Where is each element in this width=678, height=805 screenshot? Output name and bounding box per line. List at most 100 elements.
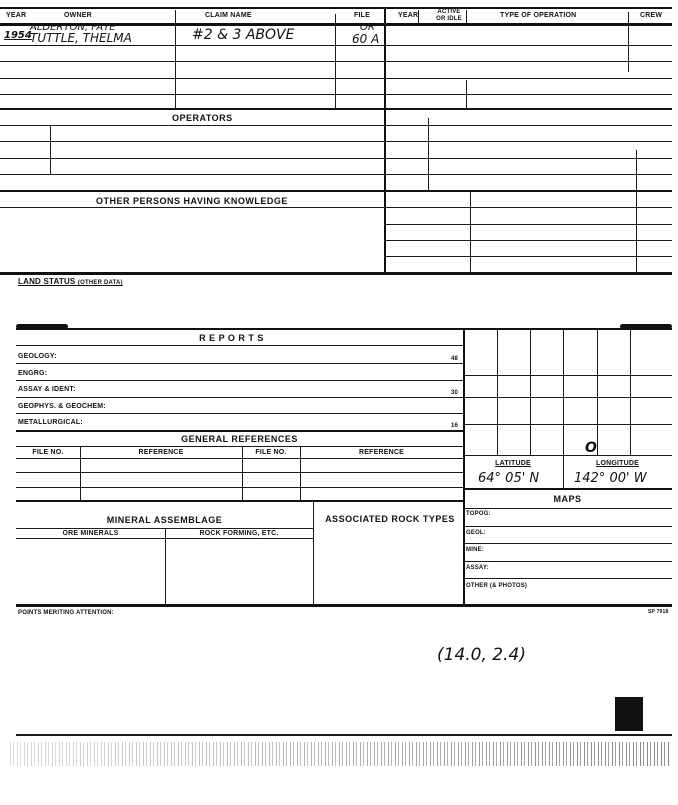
points-meriting-attention: POINTS MERITING ATTENTION:: [18, 610, 114, 616]
rule: [16, 500, 463, 502]
mineral-assemblage-title: MINERAL ASSEMBLAGE: [106, 515, 223, 525]
rule: [428, 118, 429, 190]
rule: [0, 141, 672, 142]
rule: [530, 330, 531, 455]
rule: [384, 8, 386, 273]
scan-mark: [620, 324, 672, 329]
latitude-value: 64° 05' N: [478, 471, 540, 486]
rule: [497, 330, 498, 455]
col-year-2: YEAR: [398, 12, 419, 19]
rule: [463, 508, 672, 509]
rule: [0, 272, 672, 275]
entry-owner-2: TUTTLE, THELMA: [30, 31, 132, 45]
longitude-value: 142° 00' W: [574, 471, 647, 486]
col-rock-forming: ROCK FORMING, ETC.: [199, 530, 279, 537]
rule: [0, 125, 672, 126]
report-geophys: GEOPHYS. & GEOCHEM:: [18, 403, 106, 410]
entry-year: 1954: [4, 30, 32, 41]
rule: [386, 240, 672, 241]
col-crew: CREW: [640, 12, 663, 19]
rule: [466, 10, 467, 24]
rule: [80, 446, 81, 500]
longitude-label: LONGITUDE: [595, 460, 640, 467]
col-file: FILE: [354, 12, 370, 19]
rule: [16, 363, 463, 364]
rule: [16, 328, 672, 330]
rule: [630, 330, 631, 455]
rule: [16, 413, 463, 414]
rule: [0, 7, 672, 9]
map-geol: GEOL:: [466, 530, 486, 536]
land-status-text: LAND STATUS: [18, 277, 76, 286]
report-geology-num: 48: [451, 356, 459, 362]
report-metallurgical: METALLURGICAL:: [18, 419, 83, 426]
rule: [463, 424, 672, 425]
rule: [636, 150, 637, 273]
reports-title: R E P O R T S: [199, 333, 264, 343]
rule: [463, 488, 672, 490]
rule: [0, 158, 672, 159]
rule: [0, 61, 672, 62]
rule: [0, 23, 672, 26]
handwritten-coords: (14.0, 2.4): [437, 645, 526, 665]
rule: [16, 458, 463, 459]
col-year: YEAR: [6, 12, 27, 19]
col-claim-name: CLAIM NAME: [205, 12, 252, 19]
rule: [463, 330, 465, 605]
rule: [628, 12, 629, 72]
operators-title: OPERATORS: [172, 113, 233, 123]
land-status-label: LAND STATUS (OTHER DATA): [18, 277, 123, 286]
report-assay-num: 30: [451, 390, 459, 396]
general-references-title: GENERAL REFERENCES: [181, 434, 298, 444]
rule: [16, 430, 463, 432]
rule: [16, 487, 463, 488]
other-persons-title: OTHER PERSONS HAVING KNOWLEDGE: [96, 196, 288, 206]
col-ore-minerals: ORE MINERALS: [62, 530, 119, 537]
col-file-no: FILE NO.: [32, 449, 64, 456]
scan-noise: [10, 742, 670, 766]
scan-edge: [16, 734, 672, 736]
associated-rock-types: ASSOCIATED ROCK TYPES: [325, 514, 455, 524]
rule: [50, 125, 51, 175]
col-active-idle: ACTIVE OR IDLE: [436, 9, 462, 22]
rule: [16, 472, 463, 473]
rule: [0, 190, 672, 192]
rule: [335, 14, 336, 108]
rule: [175, 10, 176, 108]
rule: [0, 174, 672, 175]
rule: [313, 502, 314, 605]
report-engrg: ENGRG:: [18, 370, 48, 377]
entry-file-1: OR: [360, 22, 375, 33]
rule: [463, 455, 672, 456]
rule: [16, 380, 463, 381]
rule: [16, 397, 463, 398]
rule: [16, 345, 463, 346]
col-reference: REFERENCE: [138, 449, 184, 456]
form-number: SP 7918: [648, 609, 669, 615]
latitude-label: LATITUDE: [495, 460, 531, 467]
map-topog: TOPOG:: [466, 511, 491, 517]
rule: [563, 330, 564, 490]
scan-marker-block: [615, 697, 643, 731]
rule: [0, 207, 672, 208]
report-assay: ASSAY & IDENT:: [18, 386, 76, 393]
rule: [463, 375, 672, 376]
rule: [16, 446, 463, 447]
rule: [463, 543, 672, 544]
rule: [165, 528, 166, 605]
rule: [463, 526, 672, 527]
scan-mark: [16, 324, 68, 329]
rule: [0, 94, 672, 95]
rule: [16, 604, 672, 607]
rule: [16, 528, 313, 529]
rule: [463, 561, 672, 562]
col-reference-2: REFERENCE: [359, 449, 404, 456]
rule: [470, 190, 471, 273]
rule: [386, 256, 672, 257]
grid-mark: O: [585, 440, 597, 456]
report-metallurgical-num: 16: [451, 423, 459, 429]
col-owner: OWNER: [64, 12, 92, 19]
map-other: OTHER (& PHOTOS): [466, 583, 528, 589]
report-geology: GEOLOGY:: [18, 353, 57, 360]
rule: [0, 108, 672, 110]
